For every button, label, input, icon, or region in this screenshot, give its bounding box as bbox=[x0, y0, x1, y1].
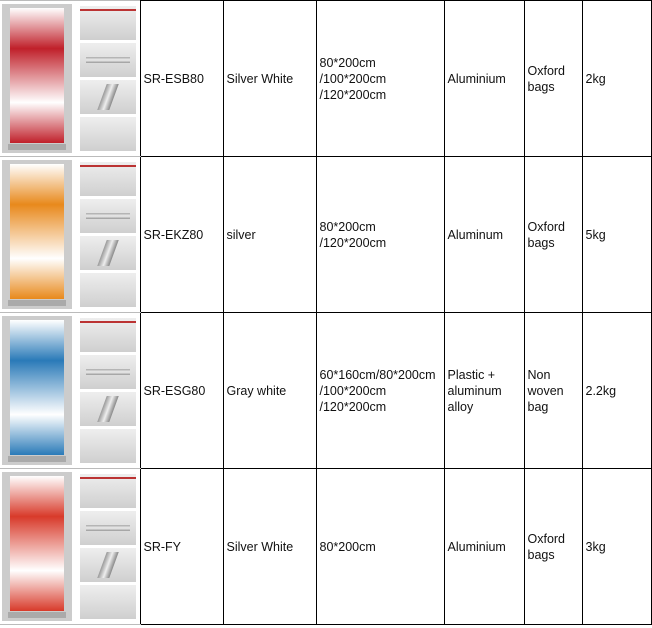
size-cell: 80*200cm /100*200cm /120*200cm bbox=[315, 0, 445, 157]
color-cell: Silver White bbox=[222, 468, 317, 625]
material-cell: Aluminium bbox=[443, 468, 525, 625]
model-cell: SR-FY bbox=[139, 468, 224, 625]
detail-photos-cell bbox=[76, 312, 141, 469]
detail-photos-cell bbox=[76, 0, 141, 157]
detail-photo-rail bbox=[80, 43, 136, 77]
banner-photo-cell bbox=[0, 0, 76, 157]
bag-cell: Oxford bags bbox=[523, 0, 583, 157]
detail-photo-base bbox=[80, 392, 136, 426]
table-row: SR-ESB80 Silver White 80*200cm /100*200c… bbox=[0, 0, 652, 157]
detail-photo-feet bbox=[80, 117, 136, 151]
model-cell: SR-ESG80 bbox=[139, 312, 224, 469]
detail-photo-feet bbox=[80, 273, 136, 307]
color-cell: Gray white bbox=[222, 312, 317, 469]
detail-photo-top bbox=[80, 162, 136, 196]
detail-photo-rail bbox=[80, 355, 136, 389]
banner-photo bbox=[2, 472, 72, 621]
table-row: SR-ESG80 Gray white 60*160cm/80*200cm /1… bbox=[0, 312, 652, 469]
material-cell: Plastic + aluminum alloy bbox=[443, 312, 525, 469]
table-row: SR-FY Silver White 80*200cm Aluminium Ox… bbox=[0, 468, 652, 625]
detail-photo-top bbox=[80, 6, 136, 40]
banner-photo bbox=[2, 316, 72, 465]
detail-photo-rail bbox=[80, 511, 136, 545]
detail-photo-base bbox=[80, 548, 136, 582]
bag-cell: Oxford bags bbox=[523, 156, 583, 313]
bag-cell: Non woven bag bbox=[523, 312, 583, 469]
detail-photo-top bbox=[80, 474, 136, 508]
weight-cell: 2kg bbox=[581, 0, 652, 157]
color-cell: Silver White bbox=[222, 0, 317, 157]
detail-photo-feet bbox=[80, 429, 136, 463]
model-cell: SR-ESB80 bbox=[139, 0, 224, 157]
detail-photos-cell bbox=[76, 468, 141, 625]
detail-photo-top bbox=[80, 318, 136, 352]
detail-photo-rail bbox=[80, 199, 136, 233]
size-cell: 60*160cm/80*200cm /100*200cm /120*200cm bbox=[315, 312, 445, 469]
banner-photo bbox=[2, 160, 72, 309]
banner-photo-cell bbox=[0, 156, 76, 313]
color-cell: silver bbox=[222, 156, 317, 313]
detail-photo-base bbox=[80, 236, 136, 270]
material-cell: Aluminum bbox=[443, 156, 525, 313]
size-cell: 80*200cm bbox=[315, 468, 445, 625]
banner-photo bbox=[2, 4, 72, 153]
weight-cell: 5kg bbox=[581, 156, 652, 313]
banner-photo-cell bbox=[0, 468, 76, 625]
table-row: SR-EKZ80 silver 80*200cm /120*200cm Alum… bbox=[0, 156, 652, 313]
bag-cell: Oxford bags bbox=[523, 468, 583, 625]
detail-photos-cell bbox=[76, 156, 141, 313]
detail-photo-base bbox=[80, 80, 136, 114]
weight-cell: 2.2kg bbox=[581, 312, 652, 469]
material-cell: Aluminium bbox=[443, 0, 525, 157]
size-cell: 80*200cm /120*200cm bbox=[315, 156, 445, 313]
model-cell: SR-EKZ80 bbox=[139, 156, 224, 313]
detail-photo-feet bbox=[80, 585, 136, 619]
weight-cell: 3kg bbox=[581, 468, 652, 625]
banner-photo-cell bbox=[0, 312, 76, 469]
